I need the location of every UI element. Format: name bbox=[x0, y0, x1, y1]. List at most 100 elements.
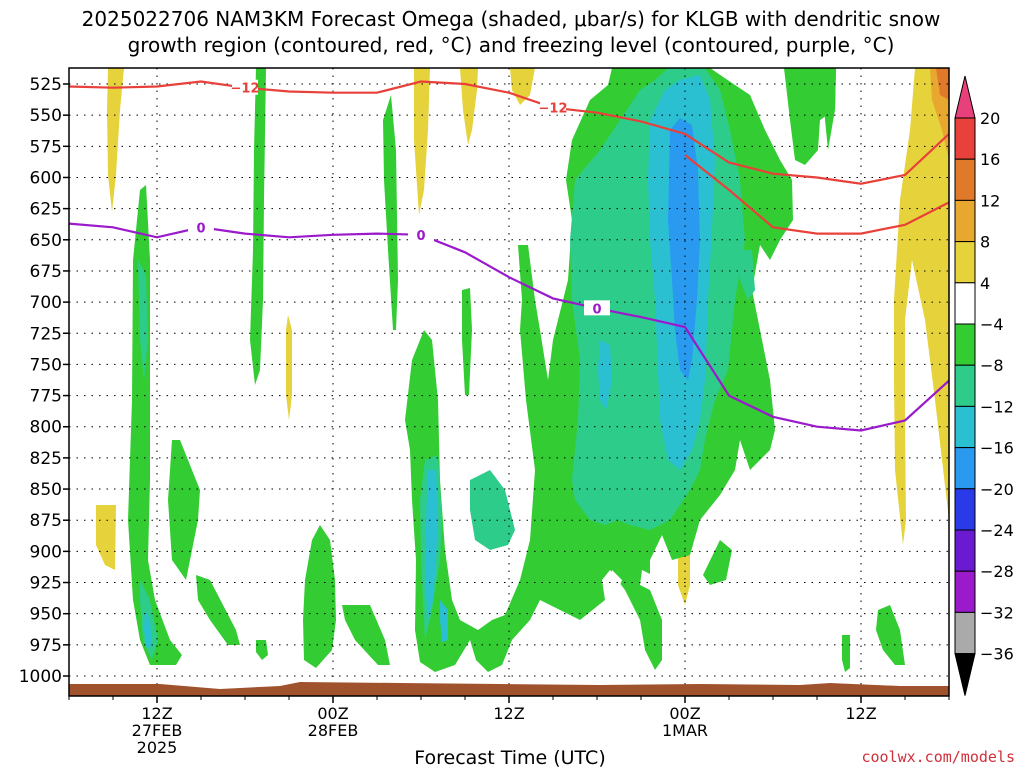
colorbar-label: −20 bbox=[980, 480, 1014, 499]
green-region bbox=[342, 605, 390, 665]
chart-title-line2: growth region (contoured, red, °C) and f… bbox=[128, 33, 895, 57]
green-region bbox=[250, 68, 266, 385]
colorbar-label: −16 bbox=[980, 439, 1014, 458]
y-tick-label: 925 bbox=[30, 574, 62, 594]
white-hole bbox=[640, 570, 652, 590]
colorbar-label: −8 bbox=[980, 356, 1004, 375]
omega-shading bbox=[96, 68, 949, 672]
yellow-region bbox=[286, 315, 292, 420]
teal-region bbox=[138, 260, 148, 380]
y-tick-label: 800 bbox=[30, 418, 62, 438]
teal-region bbox=[740, 250, 755, 300]
colorbar-label: −32 bbox=[980, 603, 1014, 622]
contour-label: −12 bbox=[539, 102, 568, 117]
colorbar-label: −4 bbox=[980, 315, 1004, 334]
colorbar-swatch bbox=[954, 117, 976, 160]
y-tick-label: 675 bbox=[30, 262, 62, 282]
x-tick-label: 2025 bbox=[137, 738, 178, 757]
contour-label: 0 bbox=[196, 221, 205, 236]
colorbar-label: −36 bbox=[980, 645, 1014, 664]
contour-0 bbox=[69, 222, 949, 432]
y-tick-label: 525 bbox=[30, 75, 62, 95]
x-tick-label: 12Z bbox=[141, 704, 172, 723]
contour-label-bg bbox=[584, 300, 610, 316]
contour--12-lower bbox=[684, 154, 949, 235]
green-region bbox=[168, 440, 200, 580]
y-tick-label: 625 bbox=[30, 200, 62, 220]
green-region bbox=[824, 68, 836, 150]
x-tick-label: 12Z bbox=[845, 704, 876, 723]
x-tick-label: 28FEB bbox=[308, 721, 359, 740]
y-tick-label: 600 bbox=[30, 168, 62, 188]
contour-label: 0 bbox=[592, 302, 601, 317]
white-hole bbox=[488, 585, 498, 605]
y-tick-label: 825 bbox=[30, 449, 62, 469]
green-region bbox=[303, 525, 336, 668]
colorbar-label: −28 bbox=[980, 562, 1014, 581]
colorbar-label: −24 bbox=[980, 521, 1014, 540]
x-tick-label: 1MAR bbox=[662, 721, 708, 740]
white-hole bbox=[608, 570, 622, 590]
orange-region bbox=[936, 68, 949, 100]
contour-label-bg bbox=[408, 226, 434, 242]
blue-region bbox=[668, 118, 700, 380]
yellow-region bbox=[460, 68, 478, 145]
contour-label: 0 bbox=[416, 229, 425, 244]
green-region bbox=[383, 95, 398, 330]
colorbar-label: 8 bbox=[980, 233, 990, 252]
contour-lines: −12 −12 0 0 0 bbox=[69, 79, 949, 432]
credit-text: coolwx.com/models bbox=[861, 748, 1015, 766]
y-tick-label: 950 bbox=[30, 605, 62, 625]
ground bbox=[69, 682, 949, 696]
colorbar-swatch bbox=[954, 199, 976, 243]
green-region bbox=[196, 575, 240, 645]
colorbar: 20 16 12 8 4 −4 −8 −12 −16 −20 −24 −28 −32 −36 bbox=[954, 75, 1014, 696]
contour-label: −12 bbox=[231, 82, 260, 97]
colorbar-label: 20 bbox=[980, 109, 1000, 128]
y-axis: 525 550 575 600 625 650 675 700 725 750 775 800 825 8… bbox=[19, 75, 69, 687]
yellow-region bbox=[414, 68, 430, 215]
cyan-region bbox=[425, 470, 438, 620]
colorbar-label: 12 bbox=[980, 191, 1000, 210]
green-region bbox=[703, 540, 732, 585]
colorbar-bottom-arrow bbox=[954, 653, 976, 696]
colorbar-top-arrow bbox=[954, 75, 976, 119]
cyan-region bbox=[440, 600, 448, 642]
x-tick-label: 12Z bbox=[493, 704, 524, 723]
contour-label-bg bbox=[540, 99, 566, 115]
y-tick-label: 850 bbox=[30, 480, 62, 500]
cyan-region bbox=[598, 340, 612, 410]
contour--12 bbox=[69, 80, 949, 185]
colorbar-label: −12 bbox=[980, 397, 1014, 416]
y-tick-label: 975 bbox=[30, 636, 62, 656]
yellow-region bbox=[107, 68, 124, 212]
colorbar-label: 4 bbox=[980, 274, 990, 293]
colorbar-swatch bbox=[954, 529, 976, 572]
y-tick-label: 650 bbox=[30, 231, 62, 251]
green-region bbox=[462, 288, 472, 395]
colorbar-swatch bbox=[954, 488, 976, 531]
yellow-region bbox=[894, 68, 949, 545]
green-region bbox=[842, 635, 850, 672]
colorbar-swatch bbox=[954, 282, 976, 325]
colorbar-label: 16 bbox=[980, 150, 1000, 169]
y-tick-label: 575 bbox=[30, 137, 62, 157]
y-tick-label: 550 bbox=[30, 106, 62, 126]
y-tick-label: 700 bbox=[30, 293, 62, 313]
x-tick-label: 00Z bbox=[669, 704, 700, 723]
colorbar-swatch bbox=[954, 241, 976, 284]
x-tick-label: 00Z bbox=[317, 704, 348, 723]
y-tick-label: 1000 bbox=[19, 667, 62, 687]
contour-label-bg bbox=[188, 219, 214, 235]
y-tick-label: 875 bbox=[30, 511, 62, 531]
x-tick-label: 27FEB bbox=[132, 721, 183, 740]
colorbar-swatch bbox=[954, 323, 976, 366]
green-region bbox=[784, 68, 836, 165]
x-axis-label: Forecast Time (UTC) bbox=[414, 747, 605, 768]
colorbar-swatch bbox=[954, 447, 976, 490]
colorbar-swatch bbox=[954, 611, 976, 655]
cyan-region bbox=[144, 610, 152, 650]
colorbar-swatch bbox=[954, 364, 976, 407]
y-tick-label: 900 bbox=[30, 542, 62, 562]
